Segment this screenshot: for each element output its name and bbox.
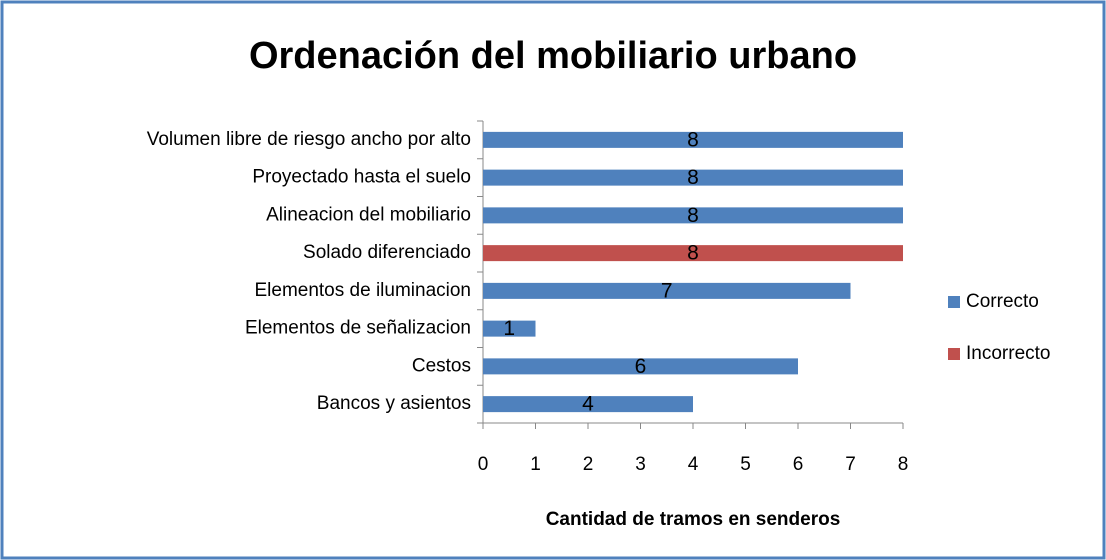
data-label: 7: [661, 279, 673, 302]
x-tick-label: 8: [898, 454, 909, 475]
y-tick-label: Solado diferenciado: [303, 242, 471, 263]
y-tick-label: Proyectado hasta el suelo: [252, 167, 471, 188]
data-label: 8: [687, 128, 699, 151]
x-tick-label: 7: [845, 454, 856, 475]
bar: [483, 396, 693, 413]
legend-swatch: [948, 348, 960, 360]
chart-title: Ordenación del mobiliario urbano: [249, 35, 857, 77]
bar: [483, 320, 536, 337]
x-tick-label: 2: [583, 454, 594, 475]
y-tick-label: Volumen libre de riesgo ancho por alto: [147, 129, 471, 150]
data-label: 8: [687, 166, 699, 189]
legend-swatch: [948, 296, 960, 308]
y-tick-label: Alineacion del mobiliario: [266, 204, 471, 225]
x-tick-label: 6: [793, 454, 804, 475]
y-tick-label: Cestos: [412, 355, 471, 376]
legend-label: Incorrecto: [966, 343, 1050, 364]
y-tick-label: Elementos de señalizacion: [245, 318, 471, 339]
data-label: 8: [687, 242, 699, 265]
data-label: 8: [687, 204, 699, 227]
data-label: 6: [635, 355, 647, 378]
bar: [483, 131, 903, 148]
bar: [483, 358, 798, 375]
data-label: 4: [582, 393, 594, 416]
bar: [483, 245, 903, 262]
bar: [483, 207, 903, 224]
y-tick-label: Elementos de iluminacion: [254, 280, 471, 301]
data-label: 1: [503, 317, 515, 340]
x-tick-label: 5: [740, 454, 751, 475]
bar: [483, 169, 903, 186]
x-tick-label: 3: [635, 454, 646, 475]
legend-label: Correcto: [966, 291, 1039, 312]
y-tick-label: Bancos y asientos: [317, 393, 471, 414]
x-tick-label: 0: [478, 454, 489, 475]
x-axis-title: Cantidad de tramos en senderos: [546, 509, 841, 530]
x-tick-label: 4: [688, 454, 699, 475]
bar: [483, 282, 851, 299]
x-tick-label: 1: [530, 454, 541, 475]
